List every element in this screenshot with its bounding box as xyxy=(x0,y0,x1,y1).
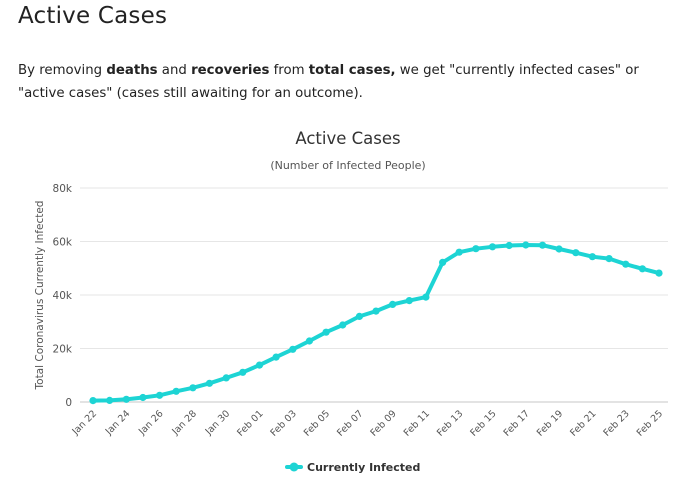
data-point xyxy=(239,368,247,376)
chart-title: Active Cases xyxy=(295,129,400,148)
data-point xyxy=(588,253,597,261)
data-point xyxy=(272,353,280,361)
data-point xyxy=(172,387,180,395)
y-tick-label: 40k xyxy=(53,290,73,302)
intro-paragraph: By removing deaths and recoveries from t… xyxy=(18,59,668,105)
x-tick-label: Feb 21 xyxy=(568,408,598,438)
intro-bold-recoveries: recoveries xyxy=(191,63,270,78)
data-point xyxy=(339,321,347,329)
x-tick-label: Jan 22 xyxy=(70,408,100,438)
data-point xyxy=(372,307,380,315)
intro-text-2: and xyxy=(157,63,192,78)
data-point xyxy=(655,269,663,277)
data-point xyxy=(122,395,130,403)
x-tick-label: Feb 03 xyxy=(269,408,299,438)
data-point xyxy=(355,312,363,320)
intro-text-4: we get "currently infected cases" or "ac… xyxy=(18,63,639,101)
data-point xyxy=(538,241,547,249)
data-point xyxy=(106,396,114,404)
data-point xyxy=(605,255,613,263)
data-point xyxy=(488,243,497,251)
data-point xyxy=(156,391,164,399)
intro-text-3: from xyxy=(269,63,309,78)
legend-label: Currently Infected xyxy=(307,461,420,474)
intro-bold-total-cases: total cases, xyxy=(308,63,396,78)
data-point xyxy=(572,249,580,257)
legend-marker xyxy=(289,462,299,472)
y-tick-label: 20k xyxy=(53,344,73,356)
data-point xyxy=(89,397,97,405)
y-tick-label: 80k xyxy=(53,183,73,195)
x-tick-label: Feb 07 xyxy=(335,408,365,438)
legend[interactable]: Currently Infected xyxy=(285,461,420,474)
x-tick-label: Feb 13 xyxy=(435,408,465,438)
x-tick-label: Feb 19 xyxy=(535,408,565,438)
data-point xyxy=(189,384,197,392)
x-tick-label: Feb 05 xyxy=(302,408,332,438)
data-point xyxy=(455,248,463,256)
x-tick-label: Jan 28 xyxy=(169,408,199,438)
data-point xyxy=(622,260,630,268)
data-point xyxy=(222,374,230,382)
x-tick-label: Feb 09 xyxy=(368,408,398,438)
page-title: Active Cases xyxy=(18,3,168,29)
data-point xyxy=(522,241,530,249)
data-point xyxy=(505,241,513,250)
data-point xyxy=(139,393,147,402)
x-tick-label: Feb 25 xyxy=(635,408,665,438)
intro-bold-deaths: deaths xyxy=(106,63,158,78)
x-tick-label: Jan 26 xyxy=(136,408,166,438)
y-axis-label: Total Coronavirus Currently Infected xyxy=(34,201,46,391)
data-point xyxy=(305,337,313,345)
data-point xyxy=(255,361,264,369)
data-point xyxy=(389,300,397,308)
data-point xyxy=(439,258,447,266)
intro-text-1: By removing xyxy=(18,63,107,78)
x-tick-label: Jan 24 xyxy=(103,408,133,438)
x-tick-label: Feb 23 xyxy=(601,408,631,438)
x-tick-label: Feb 17 xyxy=(502,408,532,438)
data-point xyxy=(322,328,330,336)
x-tick-label: Feb 15 xyxy=(468,408,498,438)
x-tick-label: Feb 11 xyxy=(402,408,432,438)
data-point xyxy=(422,293,430,301)
series-currently-infected xyxy=(89,241,663,405)
series-line xyxy=(91,243,661,403)
grid-lines xyxy=(80,187,668,403)
x-tick-label: Jan 30 xyxy=(203,408,233,438)
x-tick-label: Feb 01 xyxy=(235,408,265,438)
y-tick-label: 60k xyxy=(53,237,73,249)
data-point xyxy=(638,265,647,273)
data-point xyxy=(205,379,214,387)
data-point xyxy=(289,345,297,353)
y-tick-label: 0 xyxy=(65,397,72,409)
y-axis-ticks: 0 20k 40k 60k 80k xyxy=(53,183,73,409)
data-point xyxy=(555,245,563,253)
data-point xyxy=(472,245,480,253)
chart-subtitle: (Number of Infected People) xyxy=(270,159,425,172)
x-axis-ticks: Jan 22 Jan 24 Jan 26 Jan 28 Jan 30 Feb 01 Feb … xyxy=(70,408,666,438)
data-point xyxy=(405,297,413,305)
